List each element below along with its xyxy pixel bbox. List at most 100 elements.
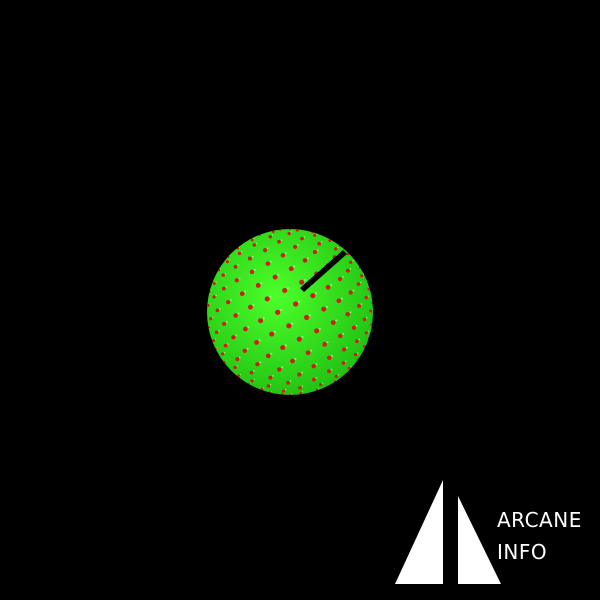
sphere-dot	[338, 244, 342, 247]
sphere-speckle	[252, 303, 255, 307]
sphere-dot	[279, 229, 282, 231]
sphere-speckle	[344, 360, 347, 363]
sphere-speckle	[262, 317, 265, 320]
sphere-dot	[288, 229, 292, 231]
sphere-speckle	[215, 294, 217, 297]
sphere-dot	[233, 264, 238, 269]
sphere-dot	[233, 365, 237, 370]
sphere-speckle	[272, 375, 274, 377]
sphere-speckle	[253, 237, 255, 240]
sphere-speckle	[296, 244, 299, 247]
sphere-speckle	[286, 287, 290, 290]
sphere-dot	[293, 244, 298, 249]
sphere-dot	[239, 291, 245, 297]
sphere-speckle	[356, 352, 359, 354]
sphere-dot	[247, 304, 253, 310]
sphere-speckle	[284, 344, 288, 347]
sphere-dot	[236, 246, 240, 250]
sphere-dot	[217, 268, 221, 272]
sphere-dot	[330, 320, 336, 325]
sphere-dot	[223, 360, 226, 364]
sphere-dot	[297, 372, 302, 377]
sphere-dot	[328, 239, 332, 242]
sphere-speckle	[360, 303, 363, 305]
sphere-dot	[280, 345, 286, 351]
sphere-dot	[207, 325, 210, 329]
sphere-dot	[311, 230, 314, 234]
sphere-speckle	[219, 268, 222, 270]
sphere-speckle	[315, 363, 318, 366]
sphere-dot	[290, 358, 295, 364]
sphere-speckle	[337, 374, 340, 376]
sphere-speckle	[301, 391, 304, 393]
sphere-body	[207, 229, 373, 395]
sphere-speckle	[225, 286, 228, 288]
sphere-dot	[356, 358, 360, 361]
arcane-info-logo: ARCANE INFO	[395, 478, 595, 588]
sphere-dot	[310, 293, 316, 299]
sphere-speckle	[301, 335, 304, 339]
sphere-speckle	[326, 341, 329, 344]
sphere-dot	[258, 318, 264, 324]
sphere-dot	[325, 284, 331, 290]
sphere-speckle	[290, 393, 293, 395]
sphere-dot	[313, 233, 317, 237]
sphere-dot	[347, 366, 351, 370]
sphere-dot	[305, 350, 311, 356]
sphere-speckle	[235, 334, 238, 337]
sphere-speckle	[342, 333, 345, 335]
sphere-speckle	[237, 264, 239, 266]
sphere-speckle	[294, 357, 297, 360]
sphere-speckle	[318, 388, 320, 390]
sphere-speckle	[349, 311, 352, 314]
sphere-speckle	[229, 254, 231, 257]
sphere-dot	[275, 309, 281, 315]
sphere-dot	[321, 306, 327, 312]
sphere-speckle	[355, 324, 358, 327]
sphere-dot	[207, 303, 210, 307]
sphere-speckle	[238, 246, 241, 248]
sphere-dot	[358, 266, 362, 269]
sphere-speckle	[216, 347, 218, 349]
sphere-dot	[212, 339, 216, 342]
sphere-speckle	[284, 388, 287, 391]
sphere-speckle	[291, 227, 292, 228]
sphere-dot	[327, 369, 331, 374]
sphere-speckle	[345, 346, 348, 349]
sphere-dot	[312, 250, 318, 255]
sphere-dot	[362, 317, 367, 322]
sphere-dot-pattern	[207, 227, 373, 395]
sphere-dot	[286, 323, 292, 329]
sphere-speckle	[218, 307, 221, 310]
sphere-dot	[351, 325, 356, 330]
sphere-speckle	[269, 295, 272, 298]
sphere-dot	[298, 386, 302, 390]
sphere-speckle	[237, 312, 240, 315]
sphere-speckle	[335, 319, 338, 322]
sphere-speckle	[369, 336, 371, 338]
sphere-dot	[281, 389, 286, 393]
sphere-dot	[302, 258, 308, 263]
sphere-dot	[271, 230, 275, 233]
sphere-speckle	[310, 349, 313, 352]
sphere-dot	[250, 238, 254, 242]
sphere-dot	[221, 273, 225, 277]
sphere-dot	[250, 379, 254, 383]
sphere-dot	[299, 391, 303, 395]
sphere-speckle	[367, 330, 370, 333]
sphere-dot	[277, 367, 282, 372]
sphere-speckle	[260, 282, 263, 285]
sphere-speckle	[293, 265, 296, 268]
sphere-speckle	[253, 378, 255, 381]
sphere-speckle	[228, 259, 230, 261]
sphere-dot	[282, 287, 288, 294]
sphere-speckle	[315, 377, 318, 379]
sphere-speckle	[258, 339, 261, 342]
logo-text-line1: ARCANE	[497, 508, 582, 532]
sphere-dot	[364, 331, 368, 335]
sphere-speckle	[316, 233, 318, 235]
sphere-dot	[345, 312, 350, 317]
sphere-dot	[226, 299, 231, 305]
sphere-dot	[237, 374, 241, 378]
